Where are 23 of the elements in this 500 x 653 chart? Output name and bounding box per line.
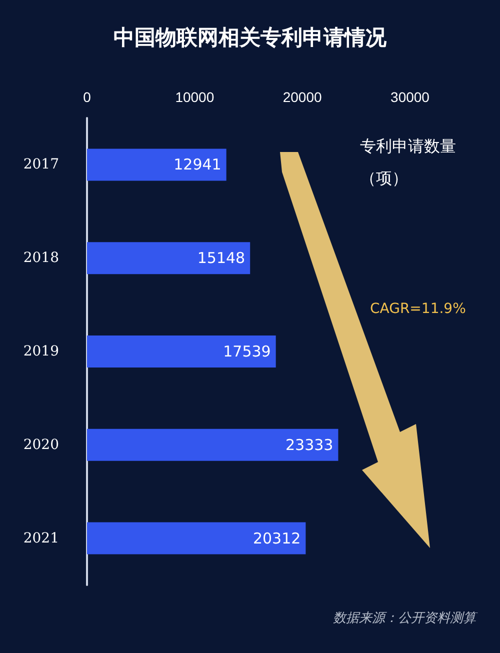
chart-title: 中国物联网相关专利申请情况 bbox=[114, 26, 388, 50]
bar bbox=[87, 522, 306, 554]
data-label: 12941 bbox=[174, 156, 222, 174]
data-label: 15148 bbox=[197, 249, 246, 268]
x-tick-label: 20000 bbox=[282, 89, 322, 105]
data-label: 17539 bbox=[223, 342, 271, 360]
x-tick-label: 30000 bbox=[390, 89, 430, 105]
y-tick-label: 2017 bbox=[23, 156, 59, 173]
data-label: 23333 bbox=[286, 436, 334, 454]
bar bbox=[87, 428, 338, 461]
data-label: 20312 bbox=[252, 529, 301, 548]
bar bbox=[87, 242, 250, 274]
y-tick-label: 2020 bbox=[23, 436, 59, 453]
x-tick-label: 10000 bbox=[175, 89, 214, 105]
source-note: 数据来源：公开资料测算 bbox=[333, 611, 478, 626]
bar bbox=[87, 148, 226, 181]
y-tick-label: 2021 bbox=[23, 530, 59, 546]
x-axis-title: 专利申请数量（项） bbox=[360, 136, 456, 188]
x-tick-label: 0 bbox=[83, 89, 92, 105]
annotation: CAGR=11.9% bbox=[370, 301, 466, 317]
y-tick-label: 2019 bbox=[23, 344, 59, 360]
bar bbox=[87, 336, 276, 368]
y-tick-label: 2018 bbox=[23, 250, 59, 266]
